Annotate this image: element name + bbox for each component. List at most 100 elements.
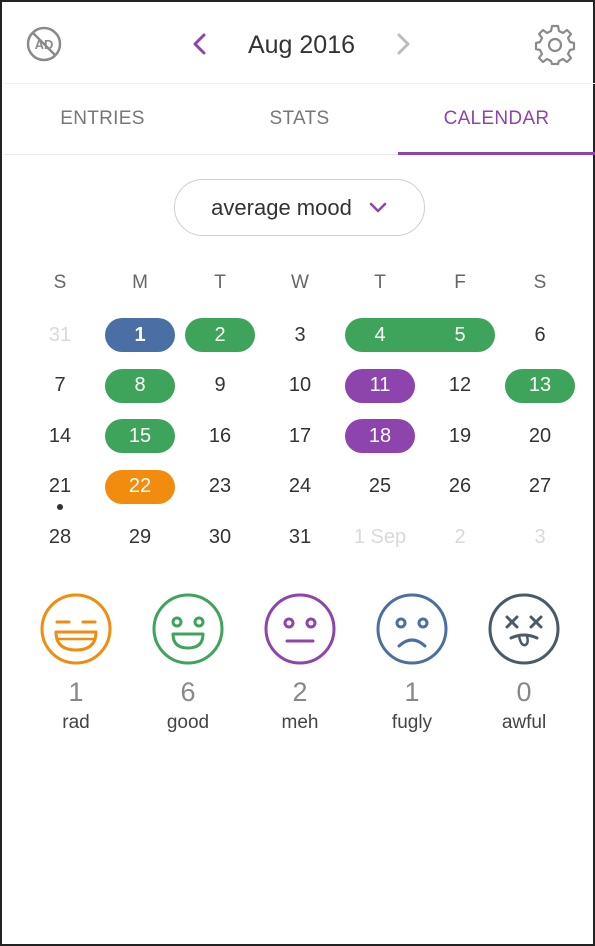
calendar-day[interactable]: 5 bbox=[419, 310, 500, 360]
calendar-day[interactable]: 3 bbox=[500, 512, 580, 562]
calendar-day[interactable]: 31 bbox=[20, 310, 100, 360]
mood-summary-item: 0 awful bbox=[468, 592, 580, 734]
day-number: 2 bbox=[454, 525, 466, 548]
weekday-label: W bbox=[291, 272, 309, 293]
day-number: 16 bbox=[208, 424, 232, 447]
calendar-day[interactable]: 4 bbox=[340, 310, 421, 360]
day-number: 17 bbox=[288, 424, 312, 447]
calendar-day[interactable]: 6 bbox=[500, 310, 580, 360]
calendar-day[interactable]: 11 bbox=[340, 361, 420, 411]
mood-summary-item: 1 fugly bbox=[356, 592, 468, 734]
mood-pill bbox=[419, 318, 495, 352]
day-number: 23 bbox=[208, 475, 232, 497]
calendar-day[interactable]: 25 bbox=[340, 462, 420, 512]
tab-calendar[interactable]: CALENDAR bbox=[398, 84, 595, 155]
laughing-face-icon bbox=[40, 593, 112, 665]
day-number: 1 Sep bbox=[353, 525, 407, 548]
chevron-right-icon bbox=[397, 33, 410, 55]
mood-count: 6 bbox=[180, 677, 196, 707]
mood-pill bbox=[345, 318, 421, 352]
day-number: 12 bbox=[448, 374, 472, 396]
calendar-day[interactable]: 30 bbox=[180, 512, 260, 562]
mood-count: 1 bbox=[68, 677, 84, 707]
mood-count: 2 bbox=[292, 677, 308, 707]
calendar-day[interactable]: 27 bbox=[500, 462, 580, 512]
calendar-day[interactable]: 21 bbox=[20, 462, 100, 512]
day-number: 15 bbox=[128, 424, 152, 447]
day-number: 21 bbox=[48, 475, 72, 497]
chevron-down-icon bbox=[369, 202, 387, 212]
calendar-day[interactable]: 10 bbox=[260, 361, 340, 411]
day-number: 29 bbox=[128, 525, 152, 548]
calendar-day[interactable]: 23 bbox=[180, 462, 260, 512]
mood-pill bbox=[185, 318, 255, 352]
day-number: 10 bbox=[288, 374, 312, 396]
calendar-day[interactable]: 8 bbox=[100, 361, 180, 411]
mood-summary-item: 2 meh bbox=[244, 592, 356, 734]
svg-text:AD: AD bbox=[35, 37, 54, 52]
day-number: 31 bbox=[288, 525, 312, 548]
calendar-day[interactable]: 24 bbox=[260, 462, 340, 512]
mood-pill bbox=[105, 368, 175, 403]
calendar-day[interactable]: 18 bbox=[340, 411, 420, 461]
calendar-day[interactable]: 31 bbox=[260, 512, 340, 562]
day-number: 28 bbox=[48, 525, 72, 548]
weekday-label: T bbox=[374, 272, 386, 293]
mood-summary-item: 6 good bbox=[132, 592, 244, 734]
tab-bar: ENTRIES STATS CALENDAR bbox=[4, 84, 595, 155]
calendar-day[interactable]: 7 bbox=[20, 361, 100, 411]
calendar-day[interactable]: 2 bbox=[180, 310, 260, 360]
calendar-day[interactable]: 19 bbox=[420, 411, 500, 461]
calendar-day[interactable]: 1 Sep bbox=[340, 512, 420, 562]
calendar-day[interactable]: 20 bbox=[500, 411, 580, 461]
no-ads-icon[interactable]: AD bbox=[24, 24, 64, 64]
day-number: 4 bbox=[374, 323, 386, 346]
dropdown-selected-value: average mood bbox=[211, 194, 352, 220]
mood-label: fugly bbox=[391, 712, 433, 733]
calendar-day[interactable]: 14 bbox=[20, 411, 100, 461]
calendar-day[interactable]: 16 bbox=[180, 411, 260, 461]
calendar-day[interactable]: 13 bbox=[500, 361, 580, 411]
calendar-day[interactable]: 28 bbox=[20, 512, 100, 562]
day-number: 18 bbox=[368, 424, 392, 447]
weekday-label: T bbox=[214, 272, 226, 293]
mood-pill bbox=[105, 469, 175, 504]
month-title: Aug 2016 bbox=[247, 31, 356, 59]
mood-pill bbox=[345, 419, 415, 453]
entry-dot-indicator bbox=[57, 503, 63, 510]
day-number: 13 bbox=[528, 374, 552, 396]
mood-label: rad bbox=[62, 712, 90, 733]
calendar-day[interactable]: 15 bbox=[100, 411, 180, 461]
mood-label: meh bbox=[281, 712, 319, 733]
calendar-day[interactable]: 2 bbox=[420, 512, 500, 562]
mood-pill bbox=[345, 368, 415, 403]
day-number: 3 bbox=[534, 525, 546, 548]
mood-filter-dropdown[interactable]: average mood bbox=[174, 179, 425, 236]
day-number: 20 bbox=[528, 424, 552, 447]
day-number: 24 bbox=[288, 475, 312, 497]
previous-month-button[interactable] bbox=[184, 28, 216, 60]
calendar-day[interactable]: 1 bbox=[100, 310, 180, 360]
calendar-day[interactable]: 17 bbox=[260, 411, 340, 461]
day-number: 11 bbox=[369, 374, 391, 396]
calendar-day[interactable]: 12 bbox=[420, 361, 500, 411]
day-number: 7 bbox=[54, 374, 66, 396]
day-number: 26 bbox=[448, 475, 472, 497]
calendar-day[interactable]: 29 bbox=[100, 512, 180, 562]
calendar-day[interactable]: 3 bbox=[260, 310, 340, 360]
settings-gear-icon[interactable] bbox=[534, 24, 576, 66]
next-month-button[interactable] bbox=[387, 28, 419, 60]
mood-label: good bbox=[166, 712, 210, 733]
neutral-face-icon bbox=[264, 593, 336, 665]
tab-stats[interactable]: STATS bbox=[269, 108, 330, 129]
calendar-day[interactable]: 26 bbox=[420, 462, 500, 512]
mood-pill bbox=[105, 419, 175, 453]
mood-summary-item: 1 rad bbox=[20, 592, 132, 734]
mood-label: awful bbox=[501, 712, 547, 733]
weekday-label: S bbox=[533, 272, 547, 293]
calendar-day[interactable]: 22 bbox=[100, 462, 180, 512]
mood-count: 1 bbox=[404, 677, 420, 707]
calendar-day[interactable]: 9 bbox=[180, 361, 260, 411]
tab-entries[interactable]: ENTRIES bbox=[60, 108, 145, 129]
